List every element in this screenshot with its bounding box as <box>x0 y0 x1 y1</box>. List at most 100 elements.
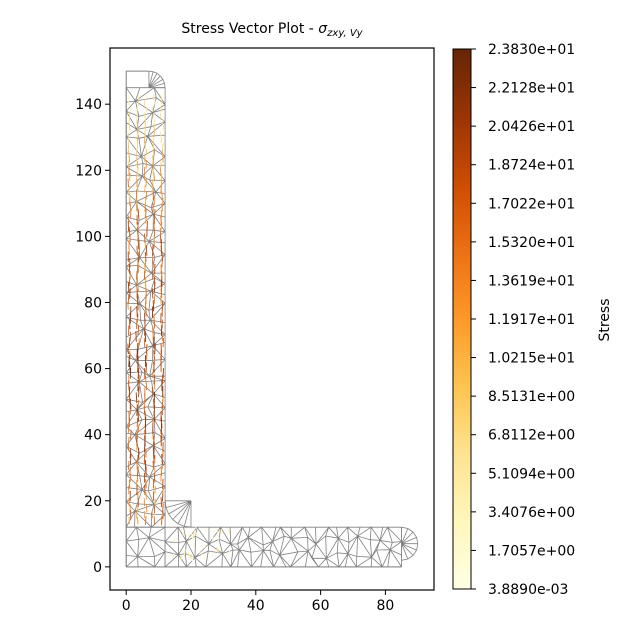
stress-vector <box>154 343 156 355</box>
y-axis: 0 20 40 60 80 100 120 140 <box>75 97 110 576</box>
stress-vector <box>127 380 130 391</box>
stress-vector <box>153 374 156 385</box>
stress-vector <box>153 197 156 206</box>
stress-vector <box>162 119 164 125</box>
stress-vector <box>191 554 194 559</box>
colorbar-label: Stress <box>597 298 613 341</box>
colorbar <box>452 48 472 590</box>
stress-vector <box>145 215 147 224</box>
stress-vector <box>129 319 131 330</box>
stress-vector <box>153 130 155 138</box>
stress-vector <box>221 529 223 534</box>
stress-vector <box>153 361 155 373</box>
stress-vector <box>203 544 206 549</box>
stress-vector <box>160 209 163 218</box>
stress-vector <box>138 386 140 398</box>
stress-vector <box>128 436 130 446</box>
stress-vector <box>153 350 155 360</box>
stress-vector <box>152 94 155 100</box>
stress-vector <box>159 227 162 237</box>
colorbar-tick-label: 1.7057e+00 <box>488 543 575 559</box>
stress-vector <box>128 185 131 193</box>
stress-vector <box>127 161 130 168</box>
stress-vector <box>153 516 156 526</box>
y-tick-label: 0 <box>93 560 102 576</box>
stress-vector <box>130 107 132 112</box>
stress-vector <box>145 94 147 100</box>
stress-vector <box>137 264 140 274</box>
stress-vector <box>145 479 147 489</box>
stress-vector <box>203 556 205 561</box>
stress-vector <box>135 155 138 162</box>
stress-vector <box>144 399 146 409</box>
x-axis: 0 20 40 60 80 <box>122 590 394 614</box>
x-tick-label: 0 <box>122 598 131 614</box>
stress-vector <box>162 125 165 131</box>
stress-vector <box>137 424 140 433</box>
y-tick-label: 60 <box>84 362 102 378</box>
stress-vector <box>188 553 191 558</box>
colorbar-tick-label: 1.7022e+01 <box>488 196 575 212</box>
stress-vector <box>135 197 138 206</box>
chart-title-symbol: σ <box>318 21 328 37</box>
colorbar-tick-label: 1.1917e+01 <box>488 312 575 328</box>
stress-vector <box>137 466 139 477</box>
colorbar-tick-label: 1.8724e+01 <box>488 158 575 174</box>
stress-vector <box>160 106 162 113</box>
stress-vector <box>183 552 185 558</box>
stress-vector <box>190 554 192 560</box>
stress-vector <box>128 263 131 275</box>
mesh-fan <box>401 526 419 561</box>
stress-vector <box>128 154 131 163</box>
stress-vector <box>128 517 130 525</box>
stress-vector <box>160 343 162 354</box>
stress-vector <box>161 203 163 212</box>
stress-vector <box>137 208 140 219</box>
stress-vector <box>144 185 146 193</box>
stress-vector <box>145 504 148 513</box>
stress-vector <box>187 540 189 545</box>
x-tick-label: 80 <box>376 598 394 614</box>
stress-vector <box>137 94 139 100</box>
colorbar-tick-label: 3.8890e-03 <box>488 582 568 598</box>
stress-vector <box>151 155 154 162</box>
stress-vector <box>127 148 130 156</box>
stress-vector <box>153 209 156 219</box>
stress-vector <box>161 405 163 415</box>
stress-vector <box>146 221 149 231</box>
stress-vector <box>129 361 131 374</box>
stress-vector <box>152 368 154 378</box>
stress-vector <box>128 227 131 238</box>
stress-vector <box>212 535 214 540</box>
stress-vector <box>137 399 140 409</box>
stress-vector <box>144 251 147 262</box>
colorbar-tick-label: 1.5320e+01 <box>488 235 575 251</box>
stress-vector <box>129 454 132 465</box>
colorbar-tick-label: 6.8112e+00 <box>488 428 575 444</box>
vector-layer <box>127 94 230 562</box>
stress-vector <box>154 486 156 494</box>
stress-vector <box>135 392 138 404</box>
stress-vector <box>129 191 131 199</box>
stress-vector <box>145 362 148 373</box>
stress-vector <box>193 542 195 548</box>
stress-vector <box>192 532 195 538</box>
stress-vector <box>128 375 130 384</box>
stress-vector <box>162 143 164 150</box>
mesh-fan <box>164 500 192 528</box>
stress-vector <box>144 124 147 131</box>
chart-title-text: Stress Vector Plot - <box>181 21 318 37</box>
stress-vector <box>152 326 154 335</box>
x-tick-label: 60 <box>312 598 330 614</box>
colorbar-tick-label: 2.2128e+01 <box>488 81 575 97</box>
colorbar-tick-label: 1.3619e+01 <box>488 273 575 289</box>
stress-vector <box>151 386 154 397</box>
mesh-lines <box>164 526 402 568</box>
stress-vector <box>136 136 139 144</box>
stress-vector <box>128 337 131 348</box>
section-outline <box>125 70 402 568</box>
stress-vector <box>152 300 155 312</box>
stress-vector <box>162 503 164 514</box>
stress-vector <box>162 337 165 348</box>
